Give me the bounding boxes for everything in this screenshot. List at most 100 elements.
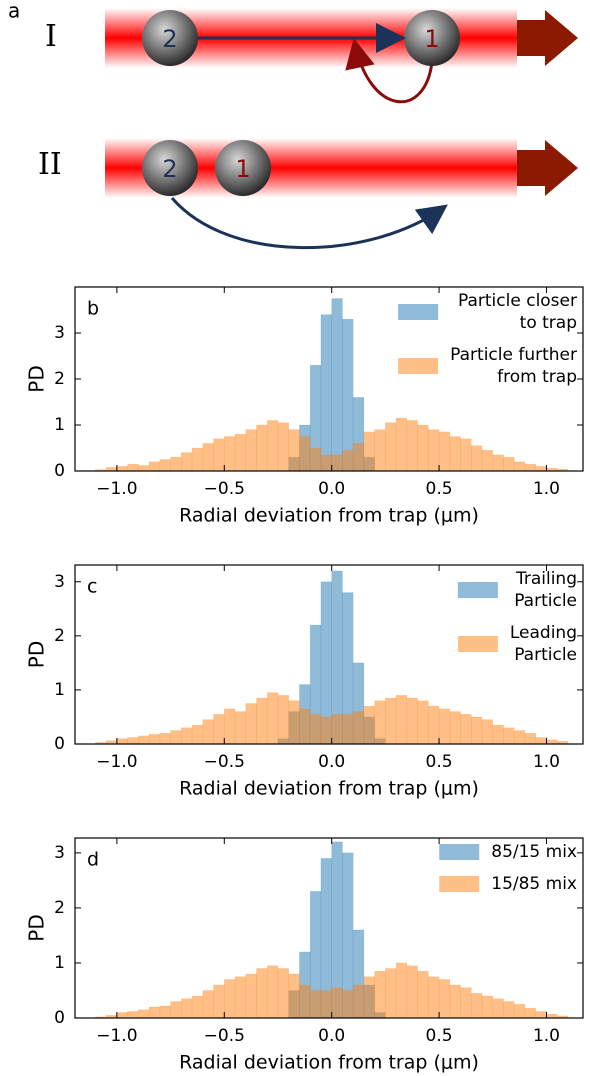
x-axis-label: Radial deviation from trap (μm) — [179, 505, 479, 527]
legend-swatch — [398, 304, 439, 320]
histogram-bar — [342, 713, 354, 745]
legend-swatch — [457, 636, 498, 652]
histogram-bar — [363, 976, 375, 1019]
histogram-bar — [363, 431, 375, 472]
y-tick-label: 0 — [54, 461, 65, 481]
histogram-bar — [213, 713, 225, 745]
legend-swatch — [398, 358, 439, 374]
x-tick-label: −1.0 — [96, 1026, 137, 1046]
x-tick-label: 0.0 — [318, 1026, 345, 1046]
histogram-bar — [395, 695, 408, 745]
histogram-bar — [191, 995, 204, 1019]
histogram-bar — [127, 463, 139, 472]
legend-label: Trailing Particle — [514, 569, 577, 611]
histogram-bar — [449, 984, 461, 1019]
histogram-bar — [277, 695, 290, 745]
histogram-bar — [138, 735, 150, 745]
histogram-bar — [492, 724, 504, 745]
histogram-bar — [127, 737, 139, 745]
histogram-bar — [535, 466, 547, 472]
histogram-bar — [309, 447, 322, 472]
y-tick-label: 3 — [54, 843, 65, 863]
histogram-bar — [170, 1001, 182, 1019]
histogram-bar — [234, 433, 247, 472]
histogram-bar — [406, 965, 418, 1019]
histogram-bar — [331, 454, 343, 472]
histogram-bar — [223, 979, 236, 1019]
histogram-bar — [352, 443, 365, 472]
histogram-bar — [449, 436, 461, 472]
histogram-bar — [266, 965, 279, 1019]
panel-label: a — [8, 0, 20, 23]
histogram-bar — [481, 719, 494, 745]
particle — [142, 10, 198, 66]
histogram-bar — [277, 422, 290, 472]
histogram-bar — [256, 697, 268, 745]
particle-label: 2 — [162, 25, 177, 53]
histogram-bar — [299, 984, 311, 1019]
histogram-bar — [202, 443, 214, 472]
histogram-bar — [148, 461, 161, 472]
y-tick-label: 1 — [54, 680, 65, 700]
histogram-bar — [406, 420, 418, 472]
x-tick-label: 0.5 — [426, 752, 453, 772]
y-tick-label: 0 — [54, 734, 65, 754]
row-label: II — [38, 147, 62, 182]
histogram-bar — [116, 738, 128, 745]
histogram-bar — [159, 459, 171, 472]
histogram-bar — [320, 454, 332, 472]
histogram-bar — [374, 429, 386, 472]
histogram-bar — [288, 429, 300, 472]
panel-label: d — [87, 849, 99, 871]
histogram-bar — [256, 968, 268, 1019]
histogram-bar — [288, 700, 300, 745]
histogram-bar — [513, 1003, 526, 1019]
histogram-bar — [320, 314, 332, 472]
histogram-bar — [535, 1011, 547, 1019]
histogram-bar — [546, 739, 558, 745]
y-tick-label: 1 — [54, 953, 65, 973]
histogram-bar — [524, 463, 537, 472]
x-tick-label: 0.0 — [318, 479, 345, 499]
histogram-bar — [342, 990, 354, 1019]
diagram: a I II 2 1 2 1 — [8, 0, 578, 250]
histogram-bar — [449, 711, 461, 745]
histogram-bar — [309, 990, 322, 1019]
histogram-bar — [299, 436, 311, 472]
histogram-bar — [417, 700, 429, 745]
x-tick-label: −0.5 — [204, 752, 245, 772]
legend: 85/15 mix 15/85 mix — [439, 842, 577, 894]
y-axis-label: PD — [25, 641, 49, 668]
histogram-bar — [277, 968, 290, 1019]
histogram-bar — [460, 713, 472, 745]
histogram-bar — [503, 1001, 515, 1019]
histogram-bar — [352, 711, 365, 745]
histogram-bar — [191, 447, 204, 472]
plot-frame — [74, 837, 584, 1019]
histogram-bar — [492, 454, 504, 472]
histogram-bar — [202, 990, 214, 1019]
x-tick-label: −0.5 — [204, 479, 245, 499]
legend: Particle closer to trap Particle further … — [398, 291, 577, 387]
beam-arrow — [517, 10, 578, 66]
histogram-bar — [406, 697, 418, 745]
x-axis-label: Radial deviation from trap (μm) — [179, 1052, 479, 1074]
histogram-bar — [460, 438, 472, 472]
particle — [142, 140, 198, 196]
histogram-bar — [181, 998, 193, 1019]
histogram-bar — [234, 976, 247, 1019]
histogram-bar — [148, 1006, 161, 1019]
curved-arrow — [345, 38, 434, 104]
particle-label: 2 — [162, 155, 177, 183]
histogram-bar — [138, 1009, 150, 1019]
y-tick-label: 2 — [54, 898, 65, 918]
y-tick-label: 2 — [54, 626, 65, 646]
histogram-bar — [320, 990, 332, 1019]
histogram-bar — [245, 429, 257, 472]
histogram-bar — [417, 424, 429, 472]
y-tick-label: 3 — [54, 572, 65, 592]
histogram-bar — [395, 962, 408, 1019]
histogram-bar — [288, 973, 300, 1019]
histogram-bar — [471, 445, 483, 472]
histogram-bar — [363, 705, 375, 745]
